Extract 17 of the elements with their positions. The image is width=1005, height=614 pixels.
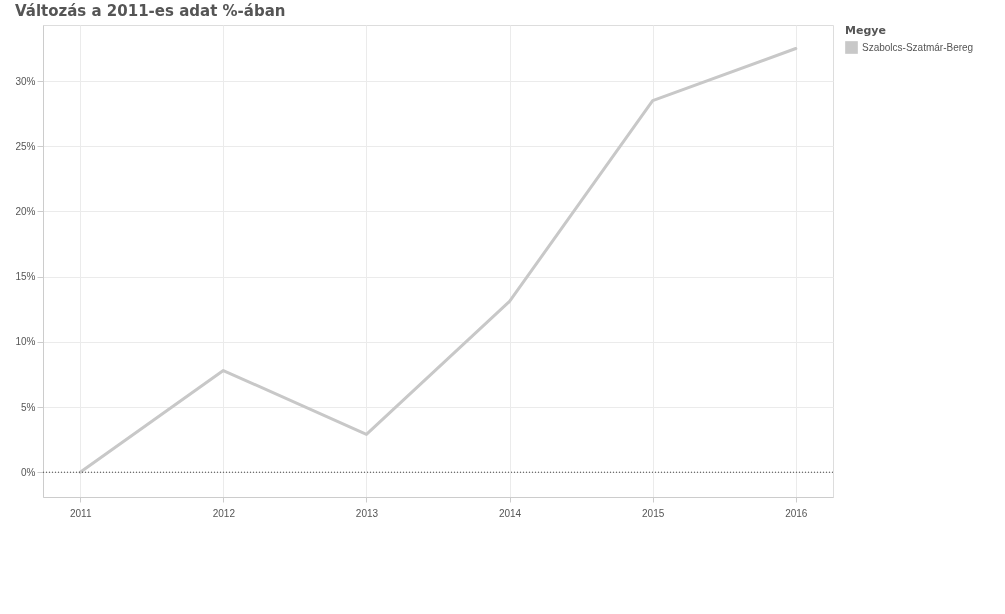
line-series — [78, 46, 798, 474]
y-tick-label: 5% — [21, 401, 36, 413]
x-tick-label: 2015 — [642, 507, 665, 519]
x-tick-label: 2014 — [498, 507, 522, 519]
y-tick-label: 10% — [15, 336, 36, 348]
y-tick-label: 0% — [21, 466, 36, 478]
x-tick-label: 2016 — [785, 507, 808, 519]
y-tick-label: 30% — [15, 75, 36, 87]
x-tick-label: 2011 — [69, 507, 92, 519]
y-tick-label: 15% — [15, 271, 36, 283]
y-tick-label: 25% — [15, 140, 36, 152]
chart-title: Változás a 2011-es adat %-ában — [14, 2, 286, 20]
y-tick-label: 20% — [15, 205, 36, 217]
x-tick-label: 2013 — [355, 507, 379, 519]
legend-label: Szabolcs-Szatmár-Bereg — [862, 41, 974, 53]
x-tick-label: 2012 — [212, 507, 236, 519]
legend-title: Megye — [845, 24, 886, 37]
